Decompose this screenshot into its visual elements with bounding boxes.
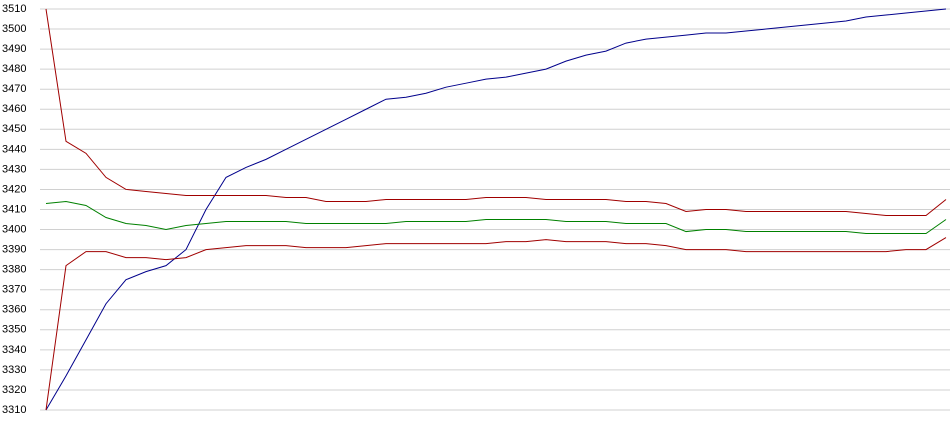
y-tick-label: 3500 bbox=[2, 23, 26, 35]
series-line bbox=[45, 8, 947, 411]
series-line bbox=[45, 237, 947, 411]
y-tick-label: 3370 bbox=[2, 284, 26, 296]
y-tick-label: 3400 bbox=[2, 223, 26, 235]
series-line bbox=[45, 200, 947, 235]
y-tick-label: 3330 bbox=[2, 364, 26, 376]
y-tick-label: 3320 bbox=[2, 384, 26, 396]
y-tick-label: 3470 bbox=[2, 83, 26, 95]
y-tick-label: 3310 bbox=[2, 404, 26, 416]
y-tick-label: 3410 bbox=[2, 203, 26, 215]
series-line bbox=[45, 8, 947, 217]
y-tick-label: 3510 bbox=[2, 3, 26, 15]
y-tick-label: 3440 bbox=[2, 143, 26, 155]
y-tick-label: 3360 bbox=[2, 304, 26, 316]
y-tick-label: 3450 bbox=[2, 123, 26, 135]
y-tick-label: 3390 bbox=[2, 244, 26, 256]
y-tick-label: 3340 bbox=[2, 344, 26, 356]
y-tick-label: 3350 bbox=[2, 324, 26, 336]
y-tick-label: 3460 bbox=[2, 103, 26, 115]
y-tick-label: 3420 bbox=[2, 183, 26, 195]
y-tick-label: 3490 bbox=[2, 43, 26, 55]
y-tick-label: 3430 bbox=[2, 163, 26, 175]
y-tick-label: 3480 bbox=[2, 63, 26, 75]
y-tick-label: 3380 bbox=[2, 264, 26, 276]
